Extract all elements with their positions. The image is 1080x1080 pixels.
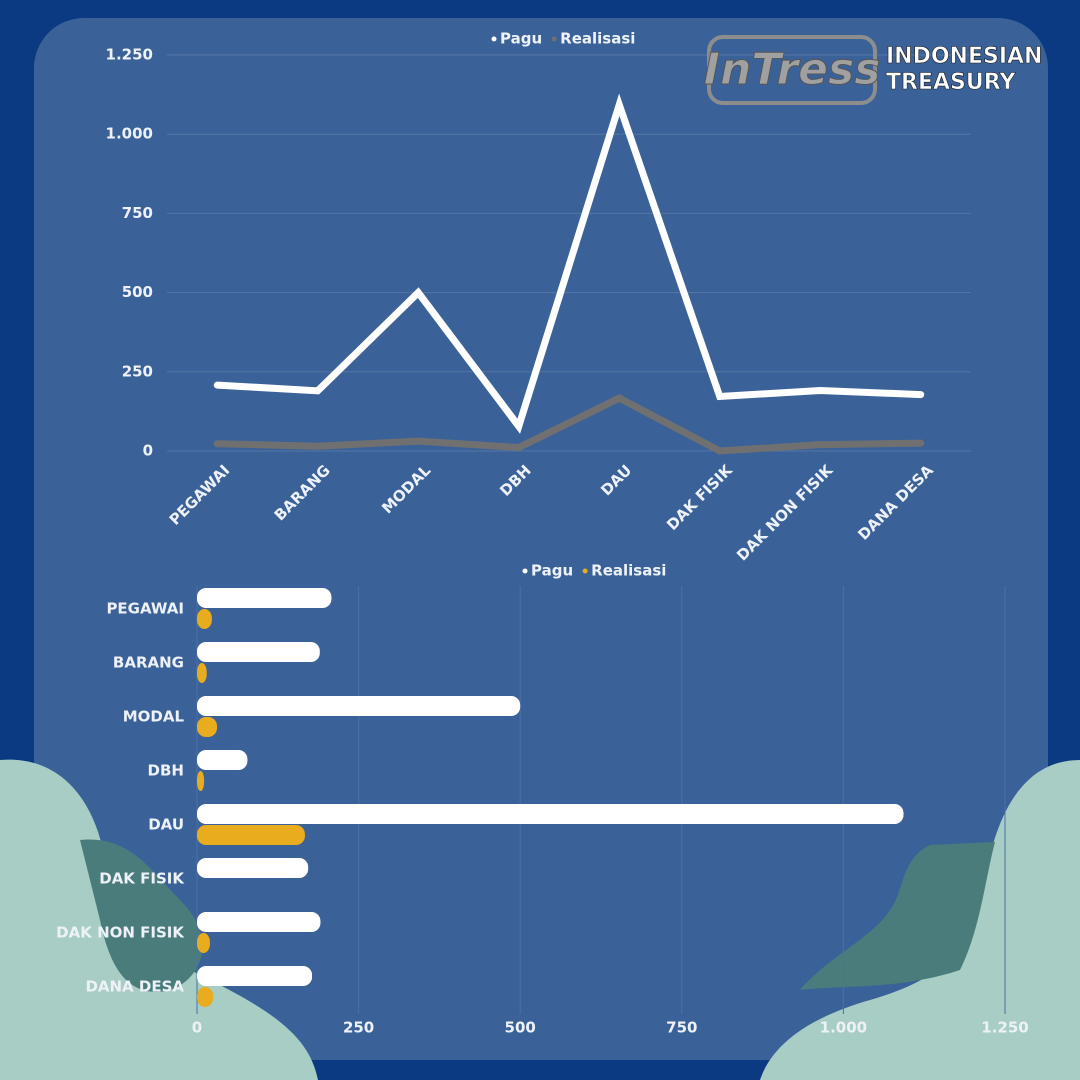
bar bbox=[197, 825, 305, 845]
legend-marker bbox=[491, 36, 497, 42]
logo-line: TREASURY bbox=[886, 70, 1016, 95]
y-tick-label: 500 bbox=[122, 283, 153, 301]
y-tick-label: DANA DESA bbox=[85, 978, 184, 996]
bar bbox=[197, 912, 321, 932]
legend-label: Realisasi bbox=[560, 30, 635, 48]
x-tick-label: 0 bbox=[192, 1019, 202, 1037]
y-tick-label: DAK FISIK bbox=[99, 870, 185, 888]
x-tick-label: 1.250 bbox=[981, 1019, 1028, 1037]
bar bbox=[197, 750, 248, 770]
legend-marker bbox=[522, 568, 528, 574]
line-series bbox=[213, 93, 925, 434]
bar bbox=[197, 858, 309, 878]
logo-line: INDONESIAN bbox=[886, 44, 1042, 69]
bar bbox=[197, 933, 210, 953]
bar bbox=[197, 663, 207, 683]
y-tick-label: 1.000 bbox=[106, 125, 153, 143]
bar bbox=[197, 987, 214, 1007]
y-tick-label: DBH bbox=[148, 762, 184, 780]
legend-marker bbox=[582, 568, 588, 574]
bar bbox=[197, 642, 320, 662]
legend-label: Realisasi bbox=[591, 562, 666, 580]
y-tick-label: PEGAWAI bbox=[106, 600, 184, 618]
y-tick-label: DAU bbox=[148, 816, 184, 834]
y-tick-label: DAK NON FISIK bbox=[56, 924, 185, 942]
x-tick-label: 500 bbox=[505, 1019, 536, 1037]
y-tick-label: 0 bbox=[143, 442, 153, 460]
decor bbox=[0, 759, 1080, 1080]
x-tick-label: 250 bbox=[343, 1019, 374, 1037]
bar bbox=[197, 609, 212, 629]
x-tick-label: 750 bbox=[666, 1019, 697, 1037]
logo-mark: InTress bbox=[704, 44, 881, 95]
panel bbox=[34, 18, 1048, 1060]
logo-frame bbox=[707, 35, 877, 105]
bar bbox=[197, 804, 904, 824]
y-tick-label: 750 bbox=[122, 204, 153, 222]
bar bbox=[197, 966, 313, 986]
y-tick-label: 250 bbox=[122, 362, 153, 380]
legend-label: Pagu bbox=[500, 30, 542, 48]
bar bbox=[197, 717, 218, 737]
legend-marker bbox=[551, 36, 557, 42]
legend-label: Pagu bbox=[531, 562, 573, 580]
logo: InTress INDONESIAN TREASURY bbox=[703, 35, 1043, 105]
y-tick-label: BARANG bbox=[113, 654, 184, 672]
bar bbox=[197, 771, 205, 791]
bar bbox=[197, 696, 521, 716]
line-series bbox=[213, 394, 925, 455]
y-tick-label: MODAL bbox=[123, 708, 185, 726]
x-tick-label: 1.000 bbox=[820, 1019, 867, 1037]
y-tick-label: 1.250 bbox=[106, 46, 153, 64]
bar bbox=[197, 588, 332, 608]
